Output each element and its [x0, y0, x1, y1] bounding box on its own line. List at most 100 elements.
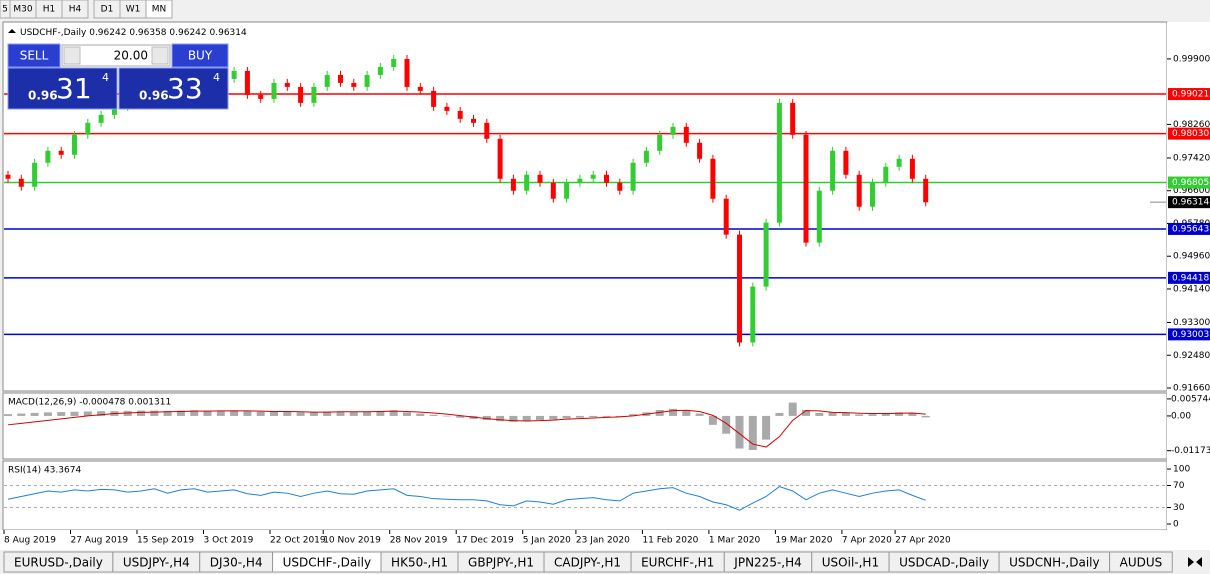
macd-bar: [735, 415, 744, 449]
tab[interactable]: GBPJPY-,H1: [457, 551, 545, 573]
tab-label[interactable]: USDCNH-,Daily: [1009, 556, 1100, 570]
macd-bar: [323, 411, 332, 416]
macd-bar: [70, 411, 79, 416]
macd-bar: [722, 415, 731, 434]
timeframe-label[interactable]: MN: [152, 5, 167, 15]
buy-button[interactable]: [171, 43, 229, 68]
candle: [697, 142, 703, 159]
timeframe-label[interactable]: M30: [13, 5, 32, 15]
sell-button[interactable]: [7, 43, 61, 68]
tab[interactable]: CADJPY-,H1: [543, 551, 632, 573]
candle: [776, 102, 782, 223]
price-fraction: 4: [213, 71, 220, 84]
candle: [72, 134, 77, 155]
candle: [417, 86, 423, 91]
tab-label[interactable]: USDCAD-,Daily: [899, 556, 989, 570]
lots-down[interactable]: [63, 46, 81, 65]
candle: [710, 158, 716, 199]
level-label-box: [1168, 127, 1210, 140]
price-box[interactable]: [118, 67, 229, 110]
x-tick-label: 28 Nov 2019: [390, 536, 448, 546]
y-tick-label: 0.92480: [1173, 351, 1210, 361]
candle: [377, 66, 383, 75]
lots-input[interactable]: [61, 44, 171, 67]
level-label: 0.98030: [1172, 129, 1209, 139]
tab[interactable]: USDCNH-,Daily: [998, 551, 1111, 573]
tab-label[interactable]: USOil-,H1: [822, 556, 879, 570]
macd-bar: [150, 410, 159, 416]
macd-bar: [895, 412, 904, 416]
tab-label[interactable]: AUDUS: [1120, 556, 1163, 570]
tab-label[interactable]: HK50-,H1: [391, 556, 448, 570]
candle: [258, 94, 264, 99]
candle: [803, 134, 809, 243]
macd-bar: [589, 415, 598, 418]
macd-signal: [7, 409, 926, 448]
macd-bar: [815, 412, 824, 416]
y-tick-label: 30: [1173, 503, 1185, 513]
macd-bar: [190, 410, 199, 416]
level-label: 0.95643: [1172, 224, 1209, 234]
tab-label[interactable]: USDJPY-,H4: [123, 556, 190, 570]
tab-label[interactable]: CADJPY-,H1: [554, 556, 621, 570]
candle: [404, 58, 410, 87]
y-tick-label: 0.97420: [1173, 153, 1210, 163]
timeframe-label[interactable]: H1: [43, 5, 56, 15]
x-tick-label: 23 Jan 2020: [576, 536, 630, 546]
price-big: 0.96: [139, 89, 169, 103]
macd-bar: [695, 413, 704, 416]
tab[interactable]: USDCAD-,Daily: [888, 551, 1000, 573]
lots-up[interactable]: [151, 46, 169, 65]
timeframe-label[interactable]: W1: [126, 5, 141, 15]
candle: [457, 110, 463, 119]
macd-bar: [163, 410, 172, 416]
tab[interactable]: JPN225-,H4: [723, 551, 813, 573]
tab-label[interactable]: EURCHF-,H1: [641, 556, 714, 570]
macd-bar: [176, 410, 185, 416]
macd-bar: [602, 415, 611, 417]
tab-label[interactable]: JPN225-,H4: [733, 556, 801, 570]
candle: [484, 122, 490, 139]
tab[interactable]: AUDUS: [1109, 551, 1173, 573]
macd-bar: [230, 410, 239, 416]
timeframe-button[interactable]: [61, 0, 89, 19]
tab-label[interactable]: USDCHF-,Daily: [283, 556, 371, 570]
tab-scroll[interactable]: [1188, 557, 1194, 567]
level-label: 0.94418: [1172, 273, 1209, 283]
tab[interactable]: EURCHF-,H1: [630, 551, 725, 573]
candle: [630, 162, 636, 191]
tab[interactable]: USDJPY-,H4: [112, 551, 201, 573]
tab-scroll[interactable]: [1196, 557, 1202, 567]
price-box[interactable]: [7, 67, 118, 110]
buy-label[interactable]: BUY: [188, 49, 213, 63]
tab-label[interactable]: EURUSD-,Daily: [14, 556, 103, 570]
timeframe-label[interactable]: D1: [101, 5, 114, 15]
tab[interactable]: HK50-,H1: [380, 551, 459, 573]
x-tick-label: 5 Jan 2020: [523, 536, 571, 546]
macd-bar: [57, 412, 66, 416]
timeframe-button[interactable]: [145, 0, 173, 19]
macd-bar: [509, 415, 518, 422]
level-label-box: [1168, 88, 1210, 101]
sell-label[interactable]: SELL: [20, 49, 49, 63]
candle: [98, 114, 104, 123]
macd-bar: [788, 402, 797, 416]
candle: [909, 158, 915, 179]
lots-value[interactable]: 20.00: [114, 49, 148, 63]
macd-bar: [429, 414, 438, 416]
candle: [85, 122, 91, 135]
tab-label[interactable]: GBPJPY-,H1: [468, 556, 534, 570]
tab-label[interactable]: DJ30-,H4: [210, 556, 263, 570]
tab[interactable]: DJ30-,H4: [199, 551, 274, 573]
timeframe-label[interactable]: H4: [69, 5, 82, 15]
tab[interactable]: USDCHF-,Daily: [272, 551, 382, 573]
tab[interactable]: USOil-,H1: [811, 551, 890, 573]
tab-box[interactable]: [1109, 551, 1173, 573]
macd-bar: [562, 415, 571, 419]
candle: [231, 70, 237, 79]
x-tick-label: 1 Mar 2020: [709, 536, 761, 546]
macd-bar: [655, 410, 664, 416]
candle: [431, 90, 437, 107]
tab[interactable]: EURUSD-,Daily: [3, 551, 114, 573]
timeframe-label[interactable]: 5: [2, 5, 8, 15]
